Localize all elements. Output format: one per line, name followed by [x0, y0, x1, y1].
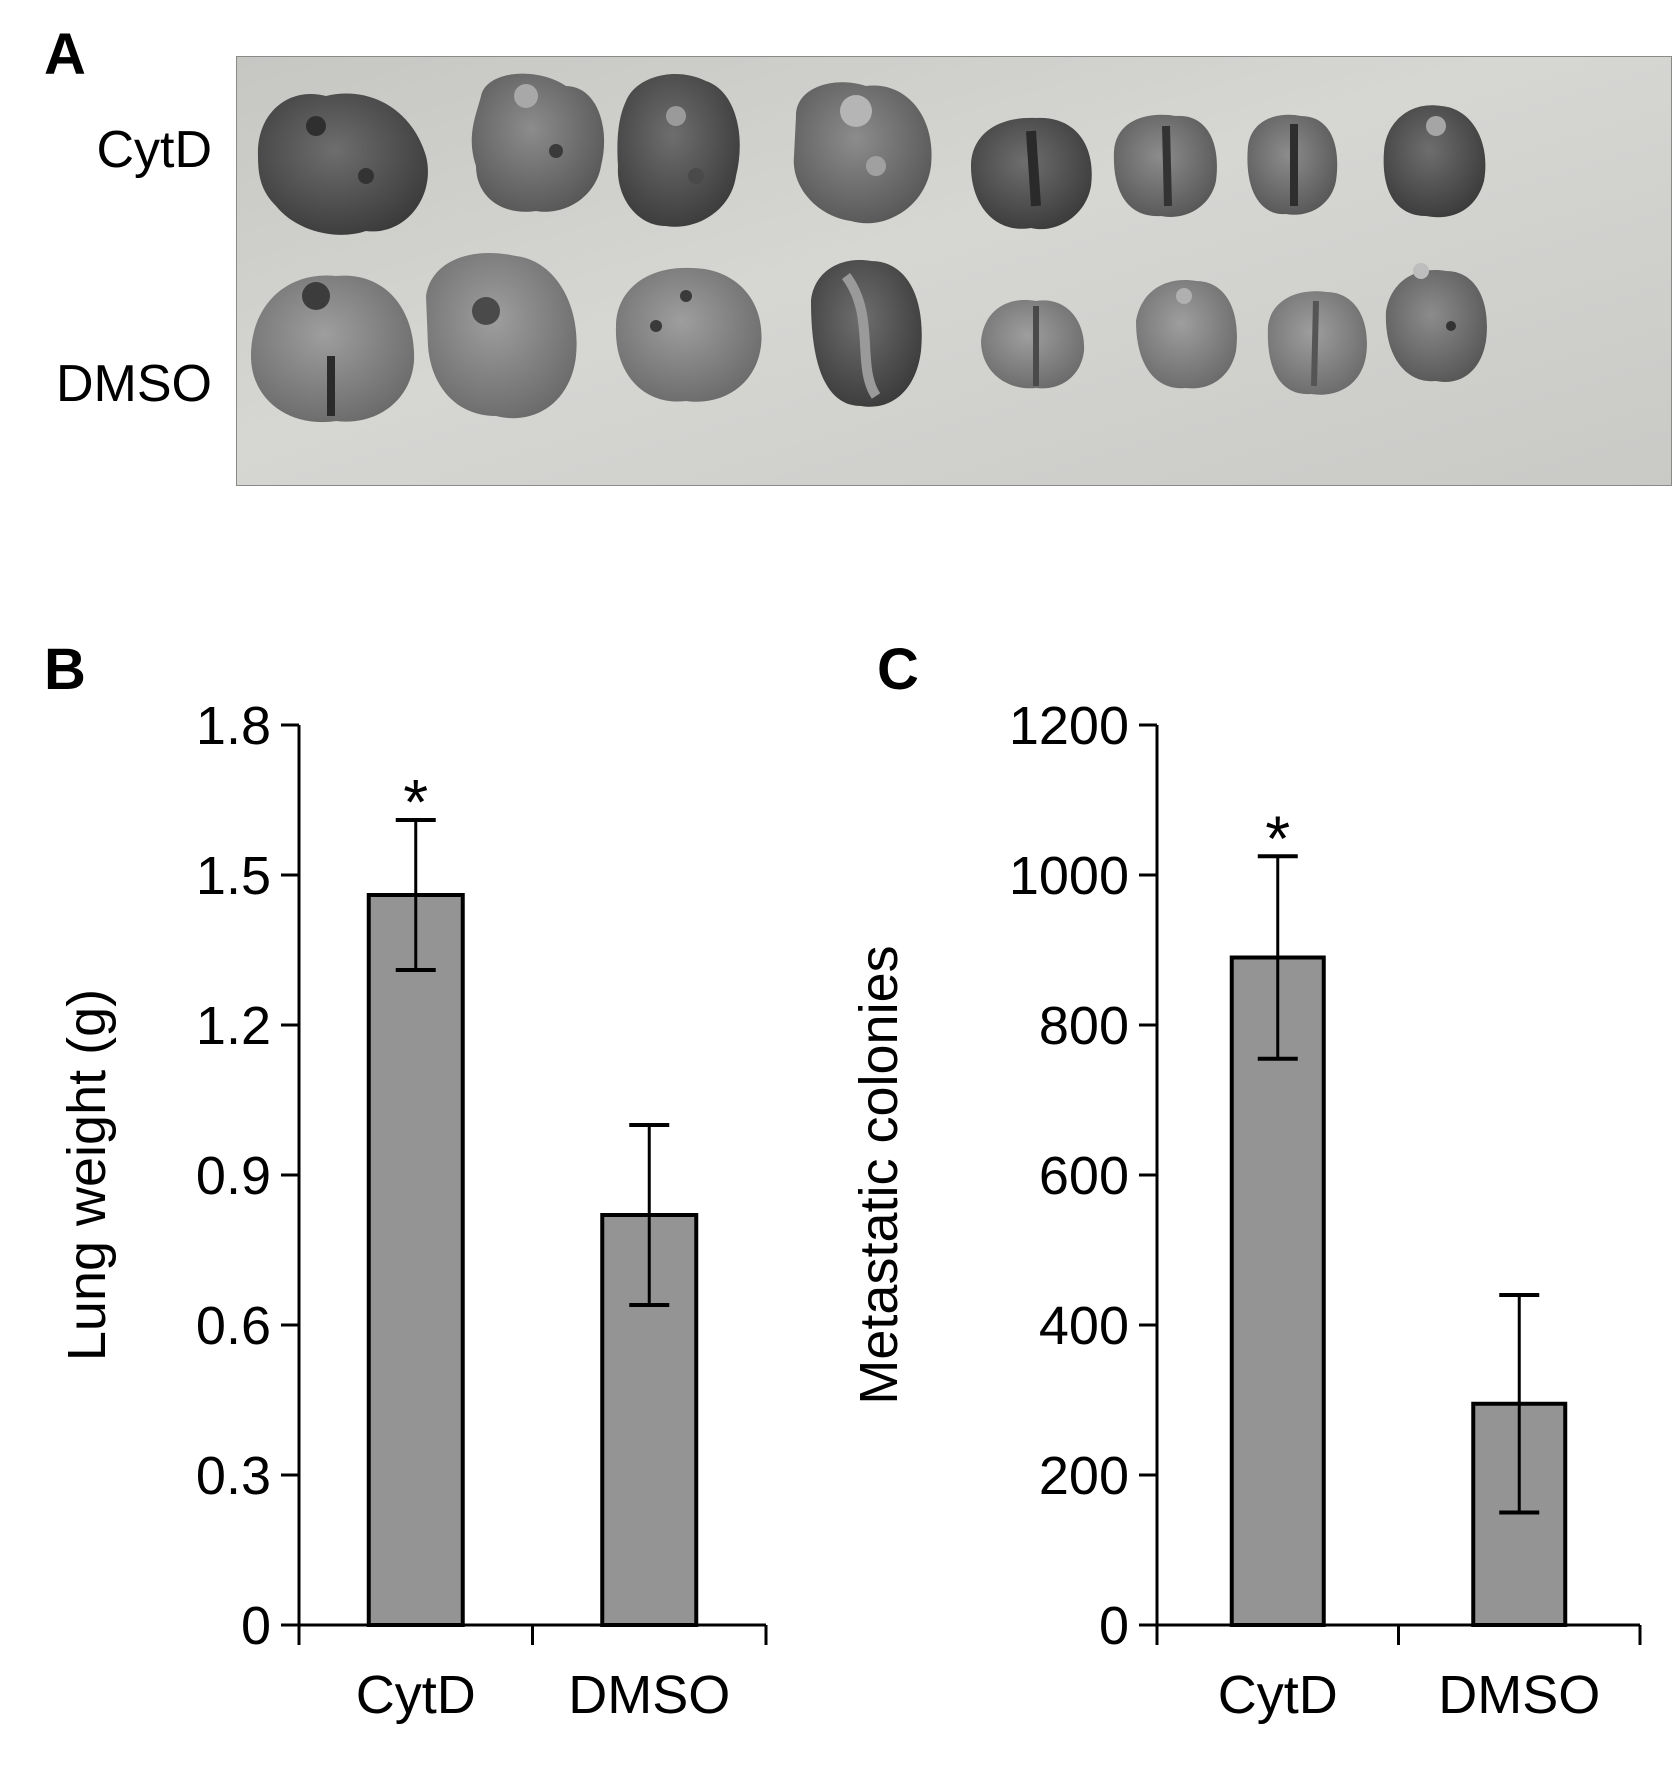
lung-specimen: [1113, 114, 1217, 217]
lung-specimen: [471, 73, 605, 212]
lung-specimen: [981, 300, 1085, 389]
chart-lung-weight: B 0 0.3 0.6 0.9 1.2 1.5 1.8 * CytD DMSO Lung weigh…: [44, 640, 768, 1725]
bar: [1229, 955, 1326, 1627]
y-tick-label: 1000: [1009, 846, 1129, 906]
lung-specimen: [1385, 263, 1487, 382]
row-label-dmso: DMSO: [56, 355, 212, 413]
y-axis-label: Metastatic colonies: [849, 945, 909, 1404]
row-label-cytd: CytD: [96, 121, 212, 179]
chart-metastatic-colonies: C 0 200 400 600 800 1000 1200 * CytD DMSO Metastat…: [849, 640, 1642, 1725]
panel-label-c: C: [877, 640, 919, 702]
y-tick-label: 1.8: [196, 696, 271, 756]
panel-label-b: B: [44, 640, 86, 702]
lung-specimen: [1247, 114, 1338, 215]
lung-specimen: [615, 267, 762, 402]
x-tick-label: CytD: [356, 1665, 476, 1725]
y-tick-label: 800: [1039, 996, 1129, 1056]
y-tick-label: 0: [1099, 1596, 1129, 1656]
panel-label-a: A: [44, 22, 86, 87]
x-tick-label: DMSO: [568, 1665, 730, 1725]
y-tick-label: 200: [1039, 1446, 1129, 1506]
lung-specimen: [426, 252, 577, 419]
y-tick-label: 1.2: [196, 996, 271, 1056]
y-tick-label: 0: [241, 1596, 271, 1656]
lung-specimen: [617, 73, 740, 227]
x-tick-label: DMSO: [1438, 1665, 1600, 1725]
significance-star: *: [403, 766, 428, 838]
lung-specimen: [1383, 105, 1486, 218]
lung-specimens-photo: [236, 56, 1672, 486]
y-axis-label: Lung weight (g): [57, 989, 117, 1361]
lung-specimen: [251, 275, 415, 423]
y-tick-label: 0.9: [196, 1146, 271, 1206]
y-tick-label: 400: [1039, 1296, 1129, 1356]
lung-specimen: [793, 82, 932, 224]
bar: [366, 893, 465, 1627]
significance-star: *: [1265, 802, 1290, 874]
lung-specimen: [1136, 280, 1237, 389]
y-tick-label: 600: [1039, 1146, 1129, 1206]
lung-specimen: [811, 260, 922, 407]
y-tick-label: 1.5: [196, 846, 271, 906]
x-tick-label: CytD: [1218, 1665, 1338, 1725]
y-tick-label: 0.6: [196, 1296, 271, 1356]
lung-specimen: [971, 117, 1092, 230]
y-tick-label: 0.3: [196, 1446, 271, 1506]
lung-specimen: [257, 93, 428, 235]
lung-specimen: [1267, 291, 1367, 395]
y-tick-label: 1200: [1009, 696, 1129, 756]
